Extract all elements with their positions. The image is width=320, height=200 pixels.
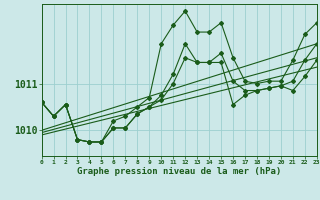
X-axis label: Graphe pression niveau de la mer (hPa): Graphe pression niveau de la mer (hPa): [77, 167, 281, 176]
